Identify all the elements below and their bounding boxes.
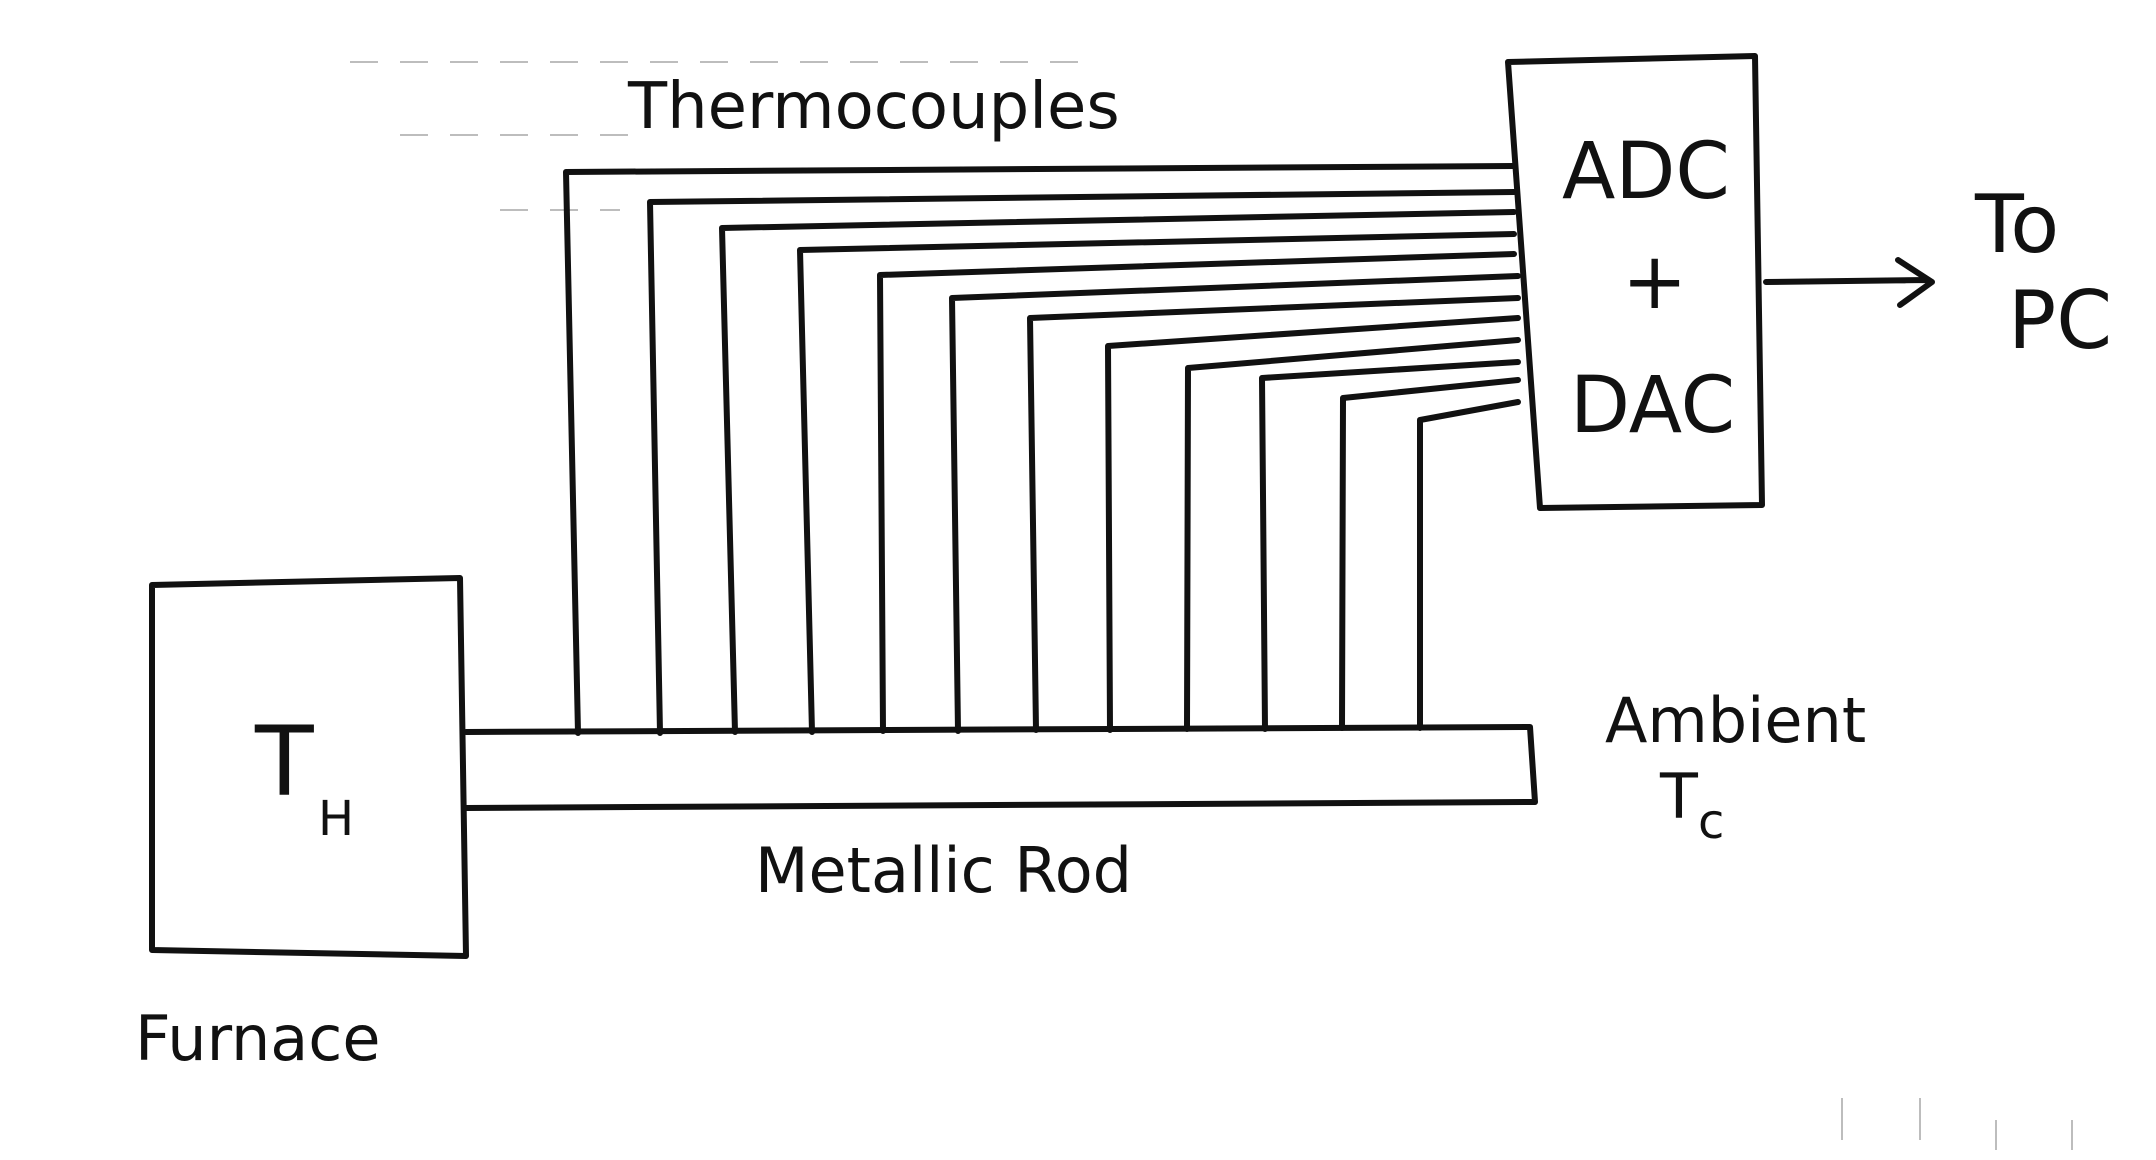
ambient-temperature-subscript: c [1698,794,1724,850]
thermocouple-wire-2 [647,189,1517,736]
adc-label: ADC [1562,127,1730,217]
thermocouple-wire-4 [797,231,1517,735]
thermocouple-wire-8 [1105,315,1521,733]
dac-label: DAC [1570,361,1735,451]
ambient-label: Ambient [1605,684,1866,757]
thermocouple-wire-7 [1027,295,1521,733]
background-guide-lines [350,61,1080,211]
furnace-temperature-subscript: H [318,791,354,847]
output-arrow [1763,257,1935,308]
furnace-box [149,575,469,959]
thermocouple-wire-5 [877,251,1517,734]
thermocouple-wire-11 [1339,377,1521,731]
thermocouple-wire-9 [1184,337,1521,732]
thermocouple-wire-3 [719,209,1517,735]
furnace-temperature-label: T [254,706,314,818]
adc-dac-box [1505,53,1765,511]
thermocouple-wire-12 [1417,399,1521,731]
metallic-rod-label: Metallic Rod [755,834,1132,907]
thermocouple-wire-10 [1259,359,1521,732]
ambient-temperature-label: T [1659,760,1699,833]
pc-label: PC [2008,274,2112,367]
thermocouples-label: Thermocouples [627,70,1120,144]
metallic-rod [463,724,1538,811]
scan-tick-marks [1841,1098,2073,1150]
furnace-label: Furnace [135,1002,381,1075]
thermocouple-wire-6 [949,273,1521,734]
thermocouple-wires [563,163,1521,736]
to-label: To [1974,178,2059,271]
plus-label: + [1622,237,1687,327]
thermocouple-wire-1 [563,163,1517,736]
